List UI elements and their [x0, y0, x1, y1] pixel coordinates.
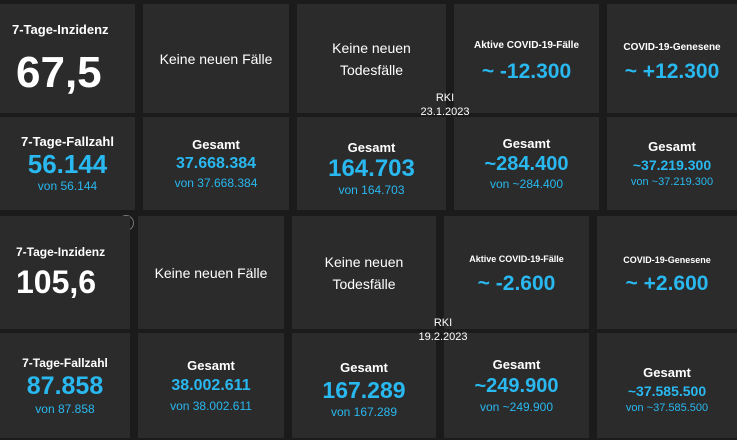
active-cases-value: ~ -12.300 [481, 60, 572, 83]
total-cases-tile: Gesamt 37.668.384 von 37.668.384 [143, 117, 289, 210]
recovered-label: COVID-19-Genesene [623, 42, 721, 53]
incidence-value: 67,5 [16, 48, 102, 97]
cases-7day-tile: 7-Tage-Fallzahl 87.858 von 87.858 [0, 333, 130, 438]
total-recovered-tile: Gesamt ~37.219.300 von ~37.219.300 [607, 117, 737, 210]
date-label: 19.2.2023 [418, 331, 468, 343]
source-label: RKI [433, 317, 453, 329]
recovered-tile: COVID-19-Genesene ~ +12.300 [607, 4, 737, 113]
total-deaths-tile: Gesamt 167.289 von 167.289 [292, 333, 436, 438]
total-deaths-sub: von 164.703 [338, 183, 405, 197]
total-recovered-sub: von ~37.219.300 [630, 176, 714, 188]
new-cases-text: Keine neuen Fälle [159, 50, 273, 67]
recovered-label: COVID-19-Genesene [623, 255, 711, 265]
incidence-label: 7-Tage-Inzidenz [16, 245, 106, 259]
new-cases-tile: Keine neuen Fälle [138, 216, 284, 329]
cases-7day-label: 7-Tage-Fallzahl [22, 355, 108, 370]
new-deaths-text-2: Todesfälle [332, 275, 396, 292]
active-cases-tile: Aktive COVID-19-Fälle ~ -2.600 [444, 216, 589, 329]
new-cases-text: Keine neuen Fälle [154, 264, 268, 281]
total-deaths-value: 164.703 [328, 155, 415, 182]
cases-7day-sub: von 87.858 [35, 401, 95, 416]
cases-7day-sub: von 56.144 [37, 179, 98, 193]
incidence-label: 7-Tage-Inzidenz [12, 22, 109, 37]
total-recovered-value: ~37.219.300 [632, 157, 712, 173]
total-recovered-label: Gesamt [643, 365, 691, 380]
total-active-value: ~284.400 [484, 153, 569, 175]
new-deaths-text-2: Todesfälle [339, 61, 404, 78]
total-recovered-tile: Gesamt ~37.585.500 von ~37.585.500 [597, 333, 737, 438]
cases-7day-label: 7-Tage-Fallzahl [21, 134, 114, 149]
total-active-label: Gesamt [502, 136, 551, 151]
total-recovered-value: ~37.585.500 [627, 383, 707, 399]
new-cases-tile: Keine neuen Fälle [143, 4, 289, 113]
total-deaths-value: 167.289 [322, 377, 406, 403]
total-active-value: ~249.900 [474, 375, 559, 397]
incidence-tile: 7-Tage-Inzidenz 105,6 [0, 216, 130, 329]
total-deaths-sub: von 167.289 [330, 405, 398, 419]
active-cases-label: Aktive COVID-19-Fälle [473, 40, 580, 51]
recovered-tile: COVID-19-Genesene ~ +2.600 [597, 216, 737, 329]
total-active-tile: Gesamt ~284.400 von ~284.400 [454, 117, 599, 210]
total-cases-sub: von 37.668.384 [174, 176, 258, 190]
total-cases-label: Gesamt [187, 358, 235, 373]
cases-7day-value: 56.144 [27, 149, 108, 179]
new-deaths-tile: Keine neuen Todesfälle [297, 4, 446, 113]
new-deaths-text-1: Keine neuen [324, 253, 404, 270]
recovered-value: ~ +2.600 [625, 272, 709, 295]
total-deaths-label: Gesamt [340, 360, 388, 375]
total-deaths-label: Gesamt [347, 140, 396, 155]
active-cases-tile: Aktive COVID-19-Fälle ~ -12.300 [454, 4, 599, 113]
total-cases-value: 38.002.611 [171, 377, 251, 394]
total-active-label: Gesamt [492, 357, 541, 372]
new-deaths-tile: Keine neuen Todesfälle [292, 216, 436, 329]
new-deaths-text-1: Keine neuen [332, 39, 411, 56]
total-active-sub: von ~284.400 [489, 177, 564, 191]
total-cases-label: Gesamt [192, 137, 240, 152]
cases-7day-value: 87.858 [26, 371, 104, 400]
date-label: 23.1.2023 [420, 106, 470, 118]
incidence-value: 105,6 [16, 264, 97, 300]
source-label: RKI [435, 92, 455, 104]
cases-7day-tile: 7-Tage-Fallzahl 56.144 von 56.144 [0, 117, 135, 210]
total-cases-tile: Gesamt 38.002.611 von 38.002.611 [138, 333, 284, 438]
active-cases-value: ~ -2.600 [477, 272, 556, 295]
total-recovered-label: Gesamt [648, 139, 696, 154]
total-active-sub: von ~249.900 [479, 400, 554, 414]
recovered-value: ~ +12.300 [624, 60, 720, 83]
active-cases-label: Aktive COVID-19-Fälle [469, 254, 564, 264]
total-cases-sub: von 38.002.611 [170, 399, 252, 413]
total-active-tile: Gesamt ~249.900 von ~249.900 [444, 333, 589, 438]
total-cases-value: 37.668.384 [175, 155, 257, 172]
total-deaths-tile: Gesamt 164.703 von 164.703 [297, 117, 446, 210]
total-recovered-sub: von ~37.585.500 [625, 402, 709, 414]
incidence-tile: 7-Tage-Inzidenz 67,5 [0, 4, 135, 113]
